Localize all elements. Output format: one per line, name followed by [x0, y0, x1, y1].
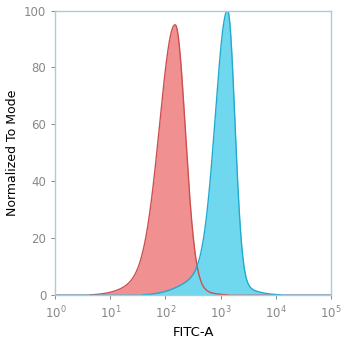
X-axis label: FITC-A: FITC-A	[172, 326, 214, 339]
Y-axis label: Normalized To Mode: Normalized To Mode	[6, 90, 18, 216]
